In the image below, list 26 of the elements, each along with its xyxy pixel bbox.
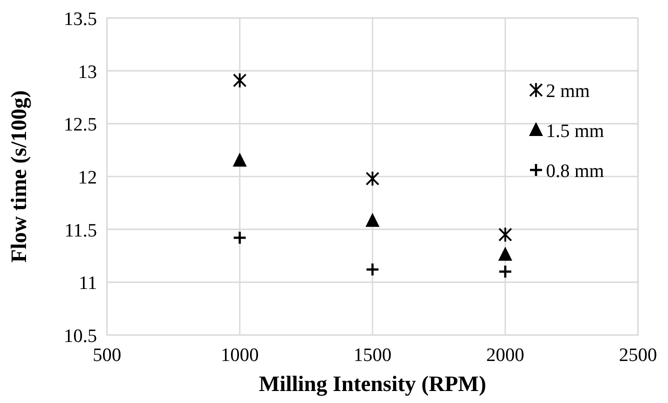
- legend-label: 0.8 mm: [546, 161, 604, 182]
- y-axis-title: Flow time (s/100g): [6, 90, 31, 263]
- point: [366, 212, 380, 227]
- point: [365, 262, 380, 277]
- point: [232, 72, 247, 88]
- x-tick-label: 1000: [220, 345, 259, 366]
- point: [498, 246, 512, 261]
- y-tick-label: 12.5: [64, 114, 97, 136]
- legend-label: 2 mm: [546, 81, 590, 102]
- y-tick-label: 11: [78, 273, 97, 294]
- x-axis-title: Milling Intensity (RPM): [258, 371, 486, 396]
- x-tick-label: 2000: [486, 345, 524, 366]
- y-tick-label: 12: [78, 168, 97, 188]
- y-tick-label: 13: [78, 62, 97, 83]
- point: [498, 264, 512, 279]
- point: [232, 152, 247, 167]
- x-tick-label: 500: [92, 345, 122, 366]
- y-tick-label: 10.5: [64, 326, 97, 347]
- x-tick-label: 1500: [354, 345, 392, 366]
- point: [366, 170, 380, 187]
- point: [498, 226, 512, 243]
- y-tick-label: 13.5: [64, 9, 97, 30]
- point: [232, 230, 247, 245]
- y-tick-label: 11.5: [64, 220, 97, 242]
- legend-label: 1.5 mm: [546, 121, 604, 142]
- x-tick-label: 2500: [619, 345, 657, 366]
